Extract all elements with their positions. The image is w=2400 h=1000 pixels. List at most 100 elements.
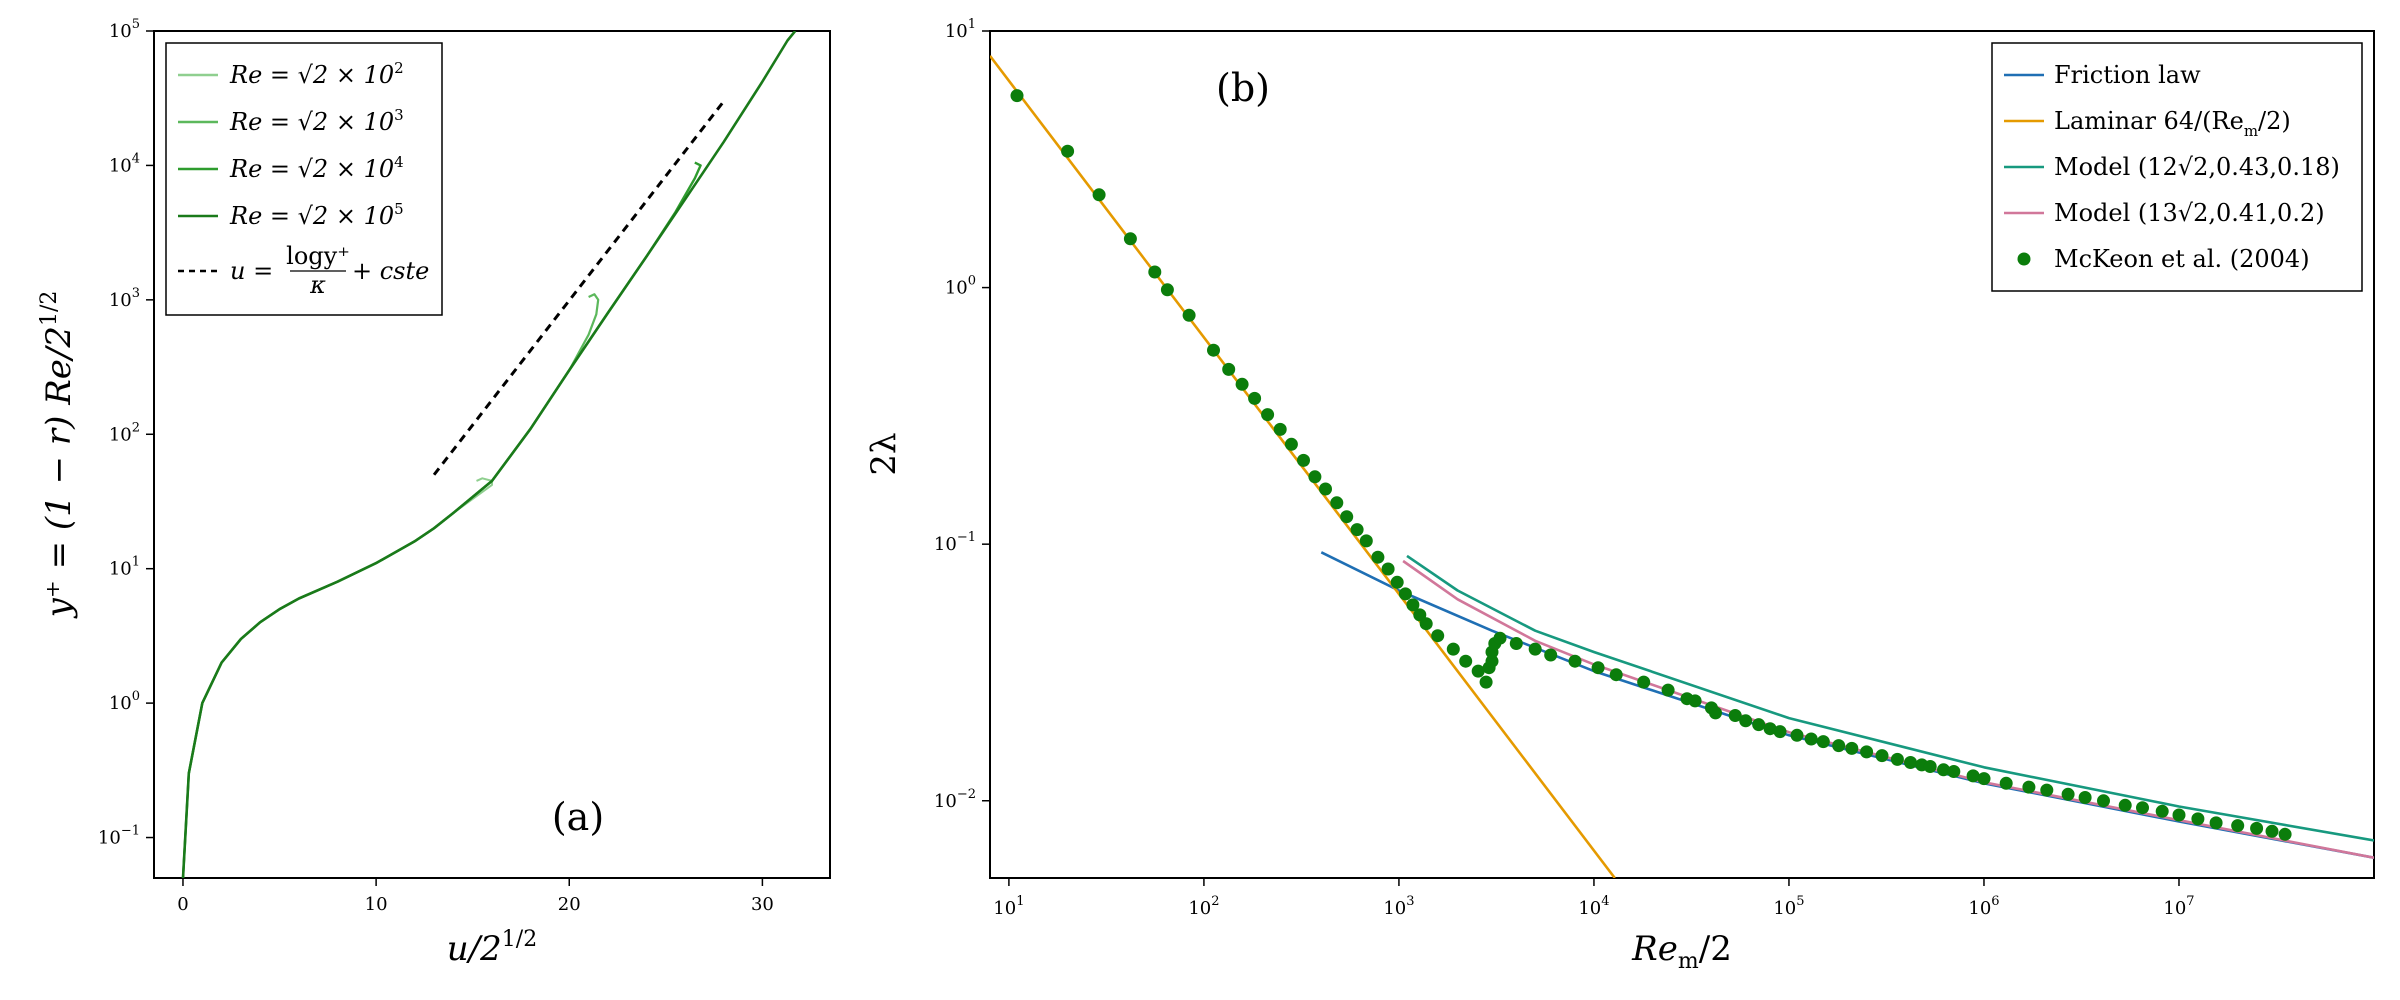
mckeon-data-point <box>1904 756 1917 769</box>
panel-a-xlabel: u/21/2 <box>447 927 537 969</box>
y-tick-label: 100 <box>109 689 140 714</box>
mckeon-data-point <box>1832 739 1846 753</box>
mckeon-data-point <box>2022 780 2036 794</box>
mckeon-data-point <box>1845 741 1859 755</box>
mckeon-data-point <box>2209 816 2223 830</box>
legend-a-entry: Re = √2 × 105 <box>229 200 404 230</box>
mckeon-data-point <box>1763 722 1777 736</box>
x-tick-label: 104 <box>1578 894 1609 919</box>
panel-b-xlabel: Rem/2 <box>1631 929 1732 974</box>
mckeon-data-point <box>1947 765 1961 778</box>
mckeon-data-point <box>1261 408 1275 422</box>
y-tick-label: 100 <box>945 274 976 299</box>
mckeon-data-point <box>1061 144 1075 158</box>
mckeon-data-point <box>2155 804 2169 818</box>
mckeon-data-point <box>1752 718 1766 732</box>
mckeon-data-point <box>1160 283 1174 297</box>
x-tick-label: 101 <box>993 894 1024 919</box>
legend-b-entry: McKeon et al. (2004) <box>2054 245 2310 273</box>
mckeon-data-point <box>2061 787 2075 801</box>
mckeon-data-point <box>2136 801 2149 815</box>
mckeon-data-point <box>2097 794 2110 808</box>
mckeon-data-point <box>1890 752 1904 766</box>
mckeon-data-point <box>2191 812 2205 826</box>
y-tick-label: 104 <box>109 151 140 176</box>
panel-a-legend: Re = √2 × 102 Re = √2 × 103 Re = √2 × 104 R… <box>165 42 443 316</box>
panel-a-frame <box>153 30 831 879</box>
mckeon-data-point <box>1875 749 1889 763</box>
mckeon-data-point <box>1637 675 1651 689</box>
mckeon-data-point <box>1371 550 1385 564</box>
y-tick-label: 105 <box>109 17 140 42</box>
mckeon-data-point <box>1319 482 1332 496</box>
log-law-line <box>432 100 725 476</box>
mckeon-data-point <box>1591 661 1605 675</box>
x-tick-label: 0 <box>177 894 188 915</box>
panel-a-series <box>181 31 797 878</box>
legend-a-frac-num: logy⁺ <box>286 242 350 270</box>
mckeon-data-point <box>1860 745 1874 759</box>
x-tick-label: 103 <box>1383 894 1414 919</box>
panel-a: 0 10 20 30 10−1 100 101 102 103 104 105 Re = √2 × … <box>37 17 831 969</box>
mckeon-data-point <box>2040 783 2054 797</box>
mckeon-data-point <box>1609 668 1623 682</box>
mckeon-data-point <box>1977 772 1991 786</box>
mckeon-data-point <box>1148 265 1162 279</box>
legend-a-entry: u = <box>230 257 273 285</box>
mckeon-data-point <box>1092 188 1106 202</box>
mckeon-data-point <box>1728 709 1742 722</box>
mckeon-data-point <box>1966 769 1980 783</box>
legend-a-entry: Re = √2 × 104 <box>229 153 404 183</box>
mckeon-data-point <box>1544 648 1558 662</box>
mckeon-data-point <box>1010 89 1024 103</box>
mckeon-data-point <box>1688 694 1702 708</box>
series-line-re-2 <box>182 477 493 878</box>
mckeon-data-point <box>1999 776 2013 790</box>
mckeon-data-point <box>2278 827 2292 841</box>
panel-b-frame <box>989 30 2375 879</box>
mckeon-data-point <box>1431 629 1445 643</box>
panel-a-ticks: 0 10 20 30 10−1 100 101 102 103 104 105 <box>98 17 774 915</box>
y-tick-label: 102 <box>109 420 140 445</box>
mckeon-data-point <box>1297 453 1310 467</box>
mckeon-data-point <box>1350 523 1364 537</box>
mckeon-data-point <box>1123 232 1137 246</box>
mckeon-data-point <box>1381 562 1395 576</box>
panel-a-label: (a) <box>552 795 604 839</box>
mckeon-data-point <box>1804 732 1818 746</box>
y-tick-label: 10−1 <box>98 824 140 849</box>
mckeon-data-point <box>1446 642 1460 656</box>
mckeon-data-point <box>1330 496 1344 510</box>
y-tick-label: 101 <box>109 555 140 580</box>
legend-b-entry: Laminar 64/(Rem/2) <box>2054 107 2291 140</box>
x-tick-label: 106 <box>1968 894 1999 919</box>
legend-b-marker <box>2017 252 2031 266</box>
mckeon-data-point <box>1207 343 1220 357</box>
mckeon-data-point <box>1937 763 1950 777</box>
mckeon-data-point <box>1284 437 1298 451</box>
mckeon-data-point <box>2250 821 2264 835</box>
mckeon-data-point <box>1406 598 1420 612</box>
x-tick-label: 102 <box>1188 894 1219 919</box>
legend-a-frac-den: κ <box>309 271 326 299</box>
mckeon-data-point <box>1923 760 1937 773</box>
legend-a-entry-tail: + cste <box>352 257 429 285</box>
mckeon-data-point <box>1661 683 1675 697</box>
y-tick-label: 10−2 <box>934 787 976 812</box>
mckeon-data-point <box>1485 654 1499 668</box>
mckeon-data-point <box>1790 728 1804 742</box>
legend-a-box <box>165 42 443 316</box>
mckeon-data-point <box>2118 798 2132 812</box>
mckeon-data-point <box>1739 714 1753 728</box>
mckeon-data-point <box>1248 391 1262 405</box>
mckeon-data-point <box>1419 617 1433 631</box>
y-tick-label: 103 <box>109 286 140 311</box>
mckeon-data-point <box>1273 422 1287 436</box>
laminar-line <box>990 55 1616 878</box>
mckeon-data-point <box>1390 575 1404 589</box>
x-tick-label: 105 <box>1773 894 1804 919</box>
model-13-line <box>1402 559 2374 859</box>
x-tick-label: 10 <box>365 894 388 915</box>
mckeon-data-point <box>1709 706 1722 720</box>
